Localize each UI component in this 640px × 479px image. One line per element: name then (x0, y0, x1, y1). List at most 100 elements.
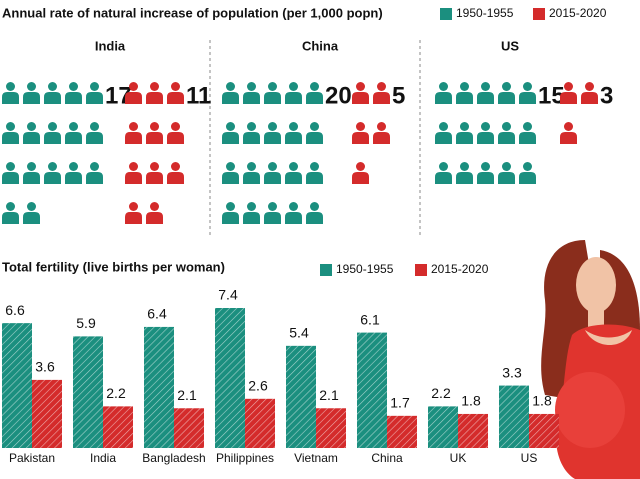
person-body (306, 132, 323, 144)
person-head (289, 122, 298, 131)
person-body (352, 92, 369, 104)
person-head (564, 82, 573, 91)
bar (316, 408, 346, 448)
person-body (167, 172, 184, 184)
bar (32, 379, 62, 448)
bar (73, 336, 103, 448)
x-tick-label: Bangladesh (142, 451, 205, 465)
bar (174, 408, 204, 448)
bar (357, 332, 387, 448)
legend-label: 2015-2020 (549, 6, 607, 20)
icon-group (560, 82, 598, 144)
person-body (352, 132, 369, 144)
person-head (268, 82, 277, 91)
person-head (460, 122, 469, 131)
person-body (86, 92, 103, 104)
value-label: 2.6 (248, 378, 268, 394)
value-label: 1.8 (461, 393, 481, 409)
person-head (481, 122, 490, 131)
person-body (167, 132, 184, 144)
person-head (226, 82, 235, 91)
person-head (460, 162, 469, 171)
person-body (373, 92, 390, 104)
bar (499, 385, 529, 448)
person-head (27, 82, 36, 91)
bar (458, 413, 488, 448)
person-head (171, 82, 180, 91)
person-head (247, 82, 256, 91)
person-body (498, 172, 515, 184)
person-head (171, 162, 180, 171)
person-body (2, 132, 19, 144)
value-label: 2.1 (319, 387, 339, 403)
person-head (6, 82, 15, 91)
person-head (377, 122, 386, 131)
person-head (27, 122, 36, 131)
person-head (247, 202, 256, 211)
value-label: 2.2 (431, 385, 451, 401)
person-head (129, 82, 138, 91)
person-body (560, 132, 577, 144)
person-body (2, 212, 19, 224)
person-head (150, 202, 159, 211)
person-head (310, 202, 319, 211)
x-tick-label: Philippines (216, 451, 274, 465)
person-body (65, 172, 82, 184)
person-head (171, 122, 180, 131)
person-body (285, 172, 302, 184)
x-tick-label: Vietnam (294, 451, 338, 465)
person-body (243, 172, 260, 184)
bar (286, 345, 316, 448)
icon-group (435, 82, 536, 184)
value-label: 1.7 (390, 395, 410, 411)
bar (215, 308, 245, 448)
person-body (243, 92, 260, 104)
value-label: 2.2 (106, 385, 126, 401)
person-head (523, 162, 532, 171)
person-head (564, 122, 573, 131)
person-body (125, 172, 142, 184)
person-head (27, 162, 36, 171)
person-head (439, 122, 448, 131)
icon-group (125, 82, 184, 224)
person-body (519, 132, 536, 144)
person-head (90, 162, 99, 171)
legend-label: 2015-2020 (431, 262, 489, 276)
legend-swatch (320, 264, 332, 276)
person-body (86, 132, 103, 144)
bar (2, 323, 32, 448)
person-body (498, 92, 515, 104)
person-head (502, 122, 511, 131)
person-head (226, 162, 235, 171)
person-body (519, 172, 536, 184)
person-head (523, 82, 532, 91)
person-body (146, 212, 163, 224)
x-tick-label: Pakistan (9, 451, 55, 465)
person-head (48, 122, 57, 131)
person-body (477, 132, 494, 144)
person-head (268, 122, 277, 131)
value-label: 20 (325, 82, 352, 109)
legend-swatch (440, 8, 452, 20)
person-body (435, 172, 452, 184)
person-head (226, 122, 235, 131)
person-body (498, 132, 515, 144)
bar (144, 326, 174, 448)
person-head (523, 122, 532, 131)
value-label: 6.1 (360, 311, 380, 327)
person-body (373, 132, 390, 144)
person-body (519, 92, 536, 104)
bar (387, 415, 417, 448)
person-head (481, 162, 490, 171)
person-head (289, 82, 298, 91)
icon-group (222, 82, 323, 224)
person-body (285, 132, 302, 144)
person-head (356, 122, 365, 131)
person-head (439, 162, 448, 171)
person-body (44, 172, 61, 184)
person-body (264, 212, 281, 224)
person-body (477, 92, 494, 104)
person-head (69, 162, 78, 171)
bar (529, 413, 559, 448)
